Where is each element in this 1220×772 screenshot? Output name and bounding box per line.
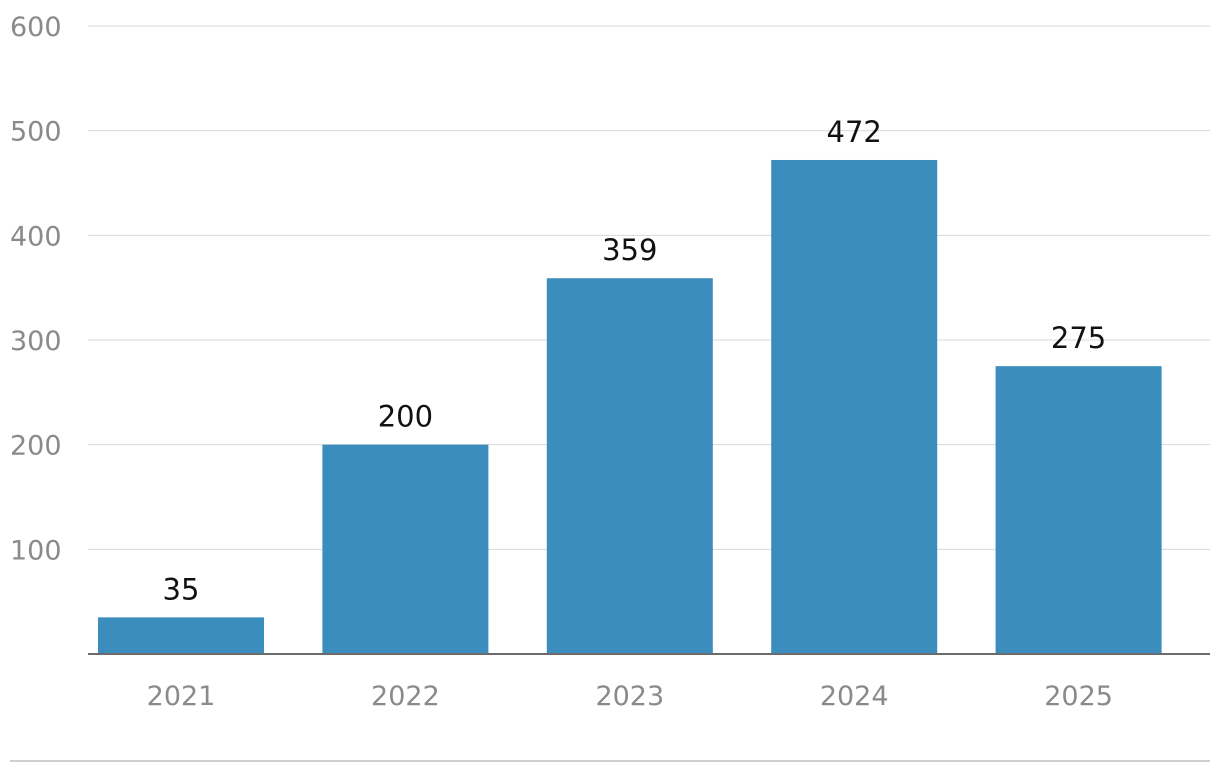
y-tick-label-300: 300 xyxy=(10,326,62,357)
y-tick-label-200: 200 xyxy=(10,431,62,462)
y-axis-tick-labels: 100 200 300 400 500 600 xyxy=(10,12,62,566)
bar-2025 xyxy=(995,366,1162,654)
bar-2022 xyxy=(322,444,489,654)
x-axis-tick-labels: 2021 2022 2023 2024 2025 xyxy=(147,681,1113,712)
x-tick-label-2022: 2022 xyxy=(371,681,440,712)
y-tick-label-500: 500 xyxy=(10,117,62,148)
bar-2024 xyxy=(771,159,938,654)
bar-value-label-2022: 200 xyxy=(378,400,433,434)
y-tick-label-400: 400 xyxy=(10,221,62,252)
x-tick-label-2023: 2023 xyxy=(595,681,664,712)
bar-2023 xyxy=(546,278,713,654)
bar-value-labels: 35 200 359 472 275 xyxy=(163,115,1107,606)
bar-value-label-2025: 275 xyxy=(1051,321,1106,355)
bar-value-label-2023: 359 xyxy=(602,233,657,267)
y-tick-label-100: 100 xyxy=(10,535,62,566)
bar-value-label-2024: 472 xyxy=(827,115,882,149)
bars xyxy=(98,159,1162,654)
y-tick-label-600: 600 xyxy=(10,12,62,43)
bar-2021 xyxy=(98,617,264,654)
x-tick-label-2025: 2025 xyxy=(1044,681,1113,712)
bar-value-label-2021: 35 xyxy=(163,572,200,606)
x-tick-label-2021: 2021 xyxy=(147,681,216,712)
x-tick-label-2024: 2024 xyxy=(820,681,889,712)
